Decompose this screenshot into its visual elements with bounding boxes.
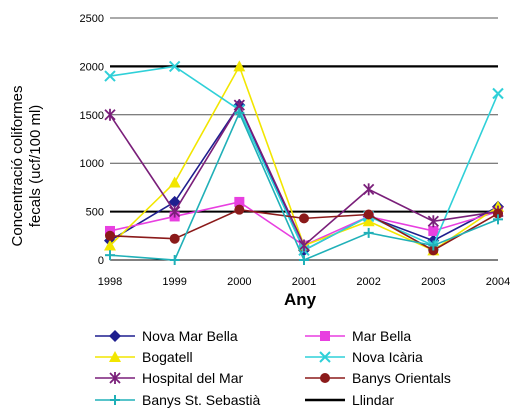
data-point [104, 108, 116, 121]
data-point [428, 225, 439, 236]
legend-label: Llindar [352, 392, 394, 408]
y-tick-label: 1000 [80, 158, 104, 170]
data-point [363, 183, 375, 196]
legend-label: Bogatell [142, 349, 193, 365]
data-point [169, 205, 181, 218]
x-tick-labels: 1998 1999 2000 2001 2002 2003 2004 [98, 276, 510, 288]
legend-item: Mar Bella [305, 328, 411, 344]
series-line [109, 103, 499, 247]
x-tick-label: 2003 [421, 276, 445, 288]
series-group [104, 60, 504, 265]
legend-marker [110, 395, 120, 405]
data-point [168, 60, 181, 73]
series-banys-st-sebasti- [105, 107, 503, 265]
data-point [363, 227, 374, 238]
legend-item: Nova Mar Bella [95, 328, 238, 344]
x-axis-label: Any [284, 290, 317, 309]
data-point [234, 107, 245, 118]
data-point [105, 230, 115, 241]
data-point [234, 204, 245, 215]
data-point [299, 255, 309, 265]
legend-item: Banys Orientals [305, 370, 451, 386]
legend-label: Hospital del Mar [142, 370, 243, 386]
legend-marker [109, 372, 121, 384]
legend-marker [320, 373, 330, 383]
data-point [234, 196, 245, 207]
legend-item: Nova Icària [305, 349, 423, 365]
data-point [492, 87, 504, 100]
legend-label: Banys St. Sebastià [142, 392, 261, 408]
data-point [299, 213, 309, 224]
x-tick-label: 2002 [356, 276, 380, 288]
series-nova-mar-bella [104, 99, 504, 257]
legend-marker [320, 331, 330, 341]
x-tick-label: 2001 [292, 276, 316, 288]
legend: Nova Mar Bella Mar Bella Bogatell Nova Icàr… [95, 328, 451, 408]
data-point [493, 208, 503, 219]
data-point [168, 195, 181, 208]
legend-marker [109, 330, 121, 342]
y-tick-label: 1500 [80, 110, 104, 122]
x-tick-label: 1998 [98, 276, 122, 288]
y-tick-label: 2500 [80, 13, 104, 25]
x-tick-label: 2000 [227, 276, 251, 288]
data-point [493, 214, 503, 225]
marker-stroke [168, 60, 181, 73]
data-point [105, 250, 115, 261]
data-point [298, 239, 310, 252]
legend-item: Banys St. Sebastià [95, 392, 261, 408]
marker-stroke [492, 87, 504, 100]
legend-item: Bogatell [95, 349, 193, 365]
x-tick-label: 2004 [486, 276, 510, 288]
legend-marker [109, 351, 121, 362]
data-point [428, 240, 439, 251]
grid-lines [110, 17, 498, 261]
legend-label: Nova Mar Bella [142, 328, 238, 344]
series-bogatell [104, 60, 504, 256]
data-point [168, 176, 181, 188]
legend-item: Hospital del Mar [95, 370, 243, 386]
y-tick-label: 500 [86, 207, 104, 219]
y-axis-label-line-1: Concentració coliformes [9, 86, 26, 247]
legend-marker [319, 351, 331, 363]
data-point [362, 215, 375, 227]
legend-label: Mar Bella [352, 328, 411, 344]
y-tick-label: 2000 [80, 61, 104, 73]
series-hospital-del-mar [104, 99, 504, 252]
data-point [363, 209, 374, 220]
legend-label: Banys Orientals [352, 370, 451, 386]
data-point [427, 215, 439, 228]
x-tick-label: 1999 [162, 276, 186, 288]
data-point [169, 233, 180, 244]
series-nova-ic-ria [104, 60, 504, 257]
data-point [104, 70, 116, 82]
y-axis-label-line-2: fecals (ucf/100 ml) [27, 105, 44, 228]
data-point [169, 255, 180, 265]
marker-stroke [104, 70, 116, 82]
data-point [104, 239, 116, 251]
y-tick-label: 0 [98, 255, 104, 267]
legend-label: Nova Icària [352, 349, 423, 365]
y-tick-labels: 0 500 1000 1500 2000 2500 [80, 13, 104, 267]
legend-item: Llindar [305, 392, 394, 408]
marker-stroke [319, 351, 331, 363]
data-point [233, 60, 246, 72]
